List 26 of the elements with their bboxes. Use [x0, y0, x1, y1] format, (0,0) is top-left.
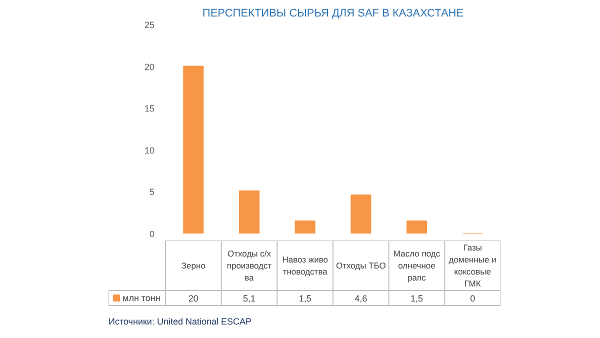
text: Источники: United National ESCAP — [108, 316, 252, 326]
data-label: 0 — [470, 294, 476, 304]
bar — [238, 190, 260, 234]
y-tick-label: 5 — [149, 187, 155, 198]
y-tick-label: 20 — [144, 62, 155, 72]
bar — [294, 220, 316, 234]
x-tick-label: Зерно — [181, 260, 206, 270]
bar — [406, 220, 428, 234]
data-label: 4,6 — [354, 294, 368, 304]
x-tick-label: Отходы с/х производства — [226, 248, 272, 282]
data-label: 5,1 — [242, 294, 256, 304]
bar — [350, 194, 372, 234]
x-tick-label: Масло подсолнечное рапс — [393, 248, 441, 282]
y-tick-label: 25 — [144, 20, 155, 30]
data-label: 1,5 — [410, 294, 424, 304]
legend-label: млн тонн — [122, 293, 160, 303]
y-tick-label: 0 — [149, 229, 155, 239]
x-tick-label: Отходы ТБО — [336, 260, 386, 270]
data-label: 20 — [188, 294, 198, 304]
y-tick-label: 10 — [144, 145, 155, 156]
x-tick-label: Навоз животноводства — [282, 254, 328, 276]
x-tick-label: Газы доменные и коксовые ГМК — [448, 242, 497, 288]
bar — [183, 66, 204, 234]
chart-title: ПЕРСПЕКТИВЫ СЫРЬЯ ДЛЯ SAF В КАЗАХСТАНЕ — [202, 8, 464, 20]
y-tick-label: 15 — [144, 104, 155, 114]
data-label: 1,5 — [298, 294, 312, 304]
